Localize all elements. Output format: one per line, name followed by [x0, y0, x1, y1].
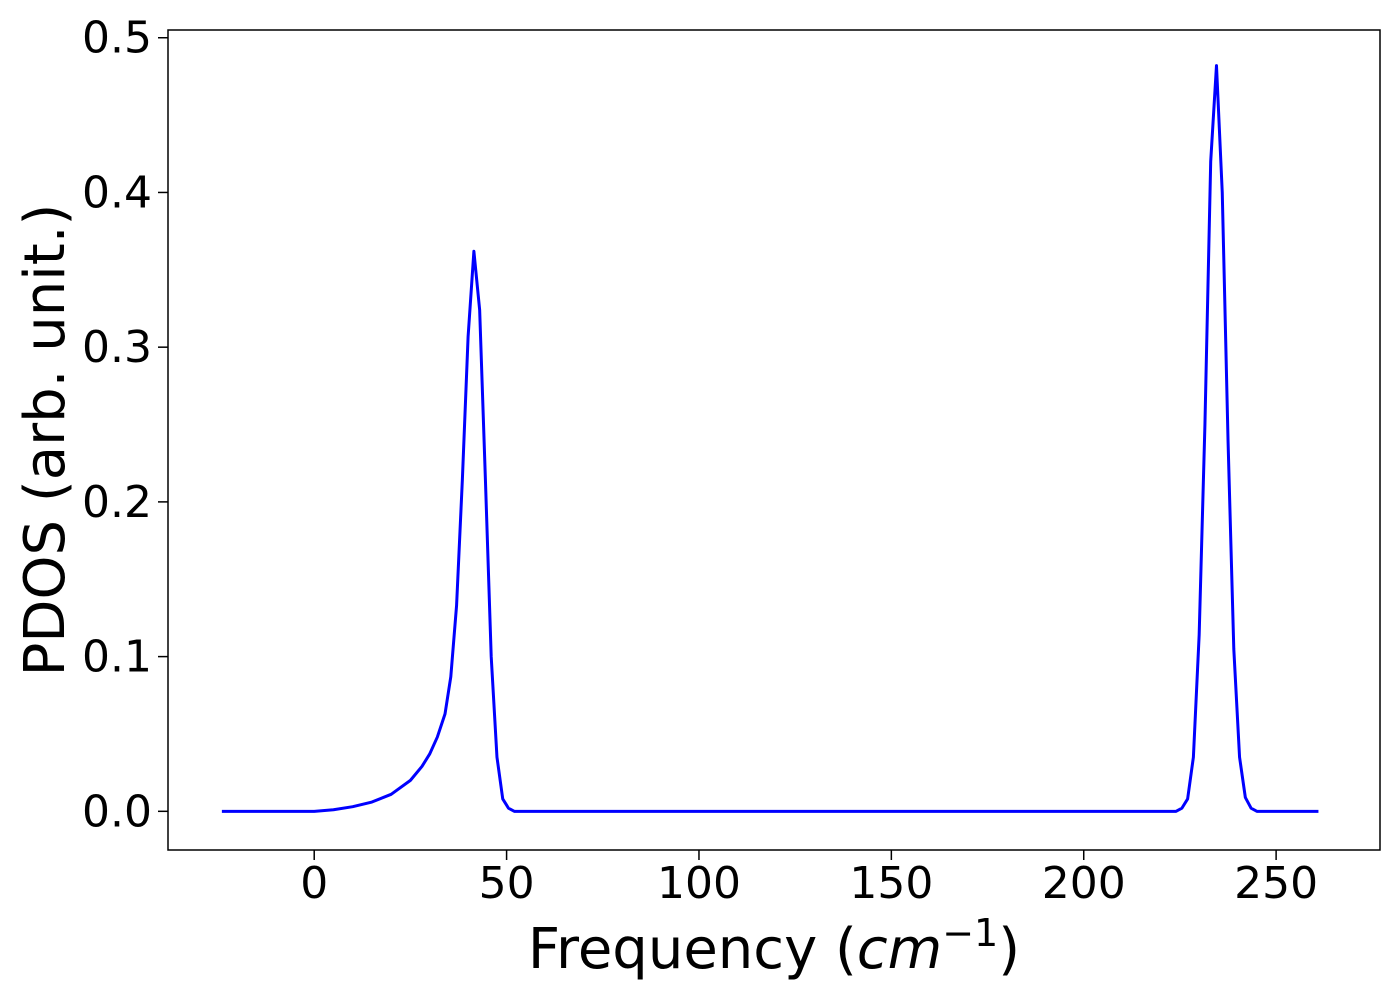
y-tick-label: 0.4: [82, 167, 152, 218]
x-tick-label: 100: [657, 858, 741, 909]
y-axis-label: PDOS (arb. unit.): [13, 204, 78, 677]
y-tick-label: 0.5: [82, 13, 152, 64]
y-tick-label: 0.3: [82, 322, 152, 373]
plot-area: [168, 30, 1380, 850]
x-tick-label: 50: [479, 858, 535, 909]
y-axis-ticks: 0.0 0.1 0.2 0.3 0.4 0.5: [82, 13, 168, 837]
y-tick-label: 0.0: [82, 786, 152, 837]
plot-frame: [167, 29, 1381, 851]
x-axis-ticks: 0 50 100 150 200 250: [300, 850, 1318, 909]
x-axis-label: Frequency (cm−1): [528, 911, 1020, 982]
y-tick-label: 0.2: [82, 477, 152, 528]
x-tick-label: 150: [849, 858, 933, 909]
x-tick-label: 0: [300, 858, 328, 909]
x-tick-label: 200: [1042, 858, 1126, 909]
y-tick-label: 0.1: [82, 632, 152, 683]
series-line: [221, 64, 1319, 813]
x-tick-label: 250: [1234, 858, 1318, 909]
